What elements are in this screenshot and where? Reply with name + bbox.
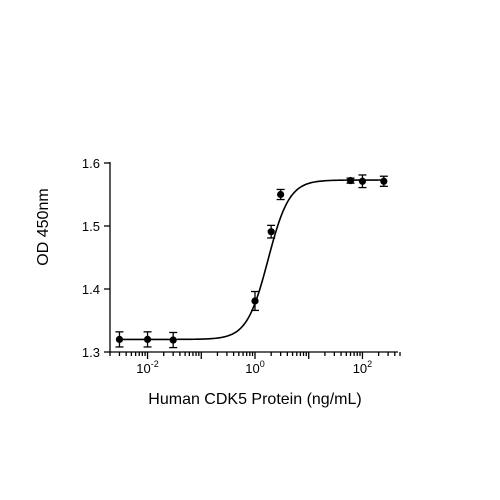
y-tick-label: 1.5: [82, 219, 100, 234]
data-point: [115, 331, 124, 348]
x-tick-label: 10-2: [136, 359, 158, 376]
x-tick-label: 102: [353, 359, 372, 376]
y-tick-label: 1.3: [82, 345, 100, 360]
fit-curve-layer: [119, 179, 384, 341]
data-points-layer: [115, 174, 388, 349]
axes: 1.3 1.4 1.5 1.6 10-2 100 102: [82, 156, 401, 376]
point-marker: [346, 177, 355, 185]
y-axis-title: OD 450nm: [35, 188, 52, 265]
point-marker: [277, 190, 285, 199]
x-tick-label: 100: [245, 359, 264, 376]
data-point: [267, 224, 276, 239]
fit-curve: [119, 179, 384, 341]
data-point: [169, 331, 178, 349]
point-marker: [358, 177, 367, 185]
point-marker: [380, 177, 388, 185]
data-point: [251, 290, 259, 312]
y-tick-label: 1.6: [82, 156, 100, 171]
point-marker: [169, 336, 177, 344]
point-marker: [115, 335, 124, 343]
x-axis-title: Human CDK5 Protein (ng/mL): [148, 391, 361, 408]
point-marker: [143, 335, 152, 343]
data-point: [346, 177, 355, 185]
data-point: [358, 174, 367, 189]
data-point: [143, 331, 152, 348]
point-marker: [267, 228, 275, 236]
data-point: [379, 175, 388, 187]
point-marker: [251, 297, 259, 305]
data-point: [276, 188, 285, 201]
y-tick-label: 1.4: [82, 282, 100, 297]
